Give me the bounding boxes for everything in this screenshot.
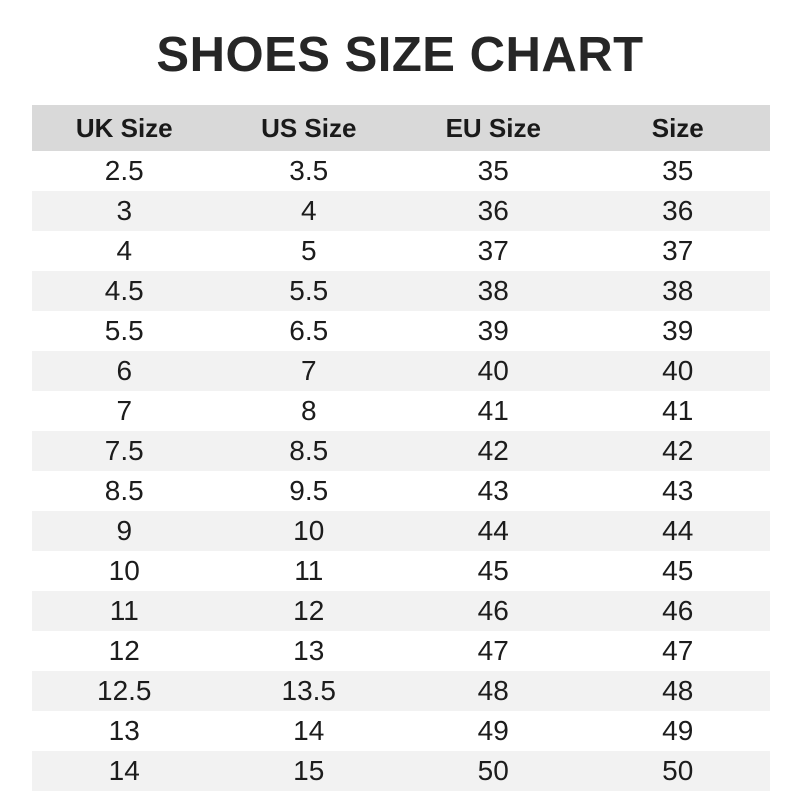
cell-uk-size: 4 bbox=[116, 235, 133, 266]
cell-eu-size: 47 bbox=[477, 635, 509, 666]
table-header-row: UK Size US Size EU Size Size bbox=[32, 105, 770, 151]
cell-uk-size: 11 bbox=[109, 595, 139, 626]
table-row: 3 4 36 36 bbox=[32, 191, 770, 231]
cell-eu-size: 42 bbox=[477, 435, 509, 466]
cell-eu-size: 48 bbox=[477, 675, 509, 706]
cell-us-size: 13 bbox=[293, 635, 325, 666]
cell-uk-size: 2.5 bbox=[104, 155, 144, 186]
cell-us-size: 4 bbox=[300, 195, 317, 226]
cell-us-size: 15 bbox=[293, 755, 325, 786]
column-header-size: Size bbox=[651, 112, 704, 143]
column-header-eu-size: EU Size bbox=[445, 112, 541, 143]
table-body: 2.5 3.5 35 35 3 4 36 36 4 5 37 37 4.5 5.… bbox=[32, 151, 770, 791]
cell-uk-size: 7.5 bbox=[104, 435, 144, 466]
page-title: SHOES SIZE CHART bbox=[156, 28, 644, 82]
cell-us-size: 7 bbox=[300, 355, 317, 386]
cell-eu-size: 39 bbox=[477, 315, 509, 346]
cell-size: 46 bbox=[662, 595, 694, 626]
cell-size: 44 bbox=[662, 515, 694, 546]
cell-size: 40 bbox=[662, 355, 694, 386]
cell-size: 35 bbox=[662, 155, 694, 186]
cell-size: 49 bbox=[662, 715, 694, 746]
cell-uk-size: 12 bbox=[108, 635, 140, 666]
cell-us-size: 14 bbox=[293, 715, 325, 746]
column-header-us-size: US Size bbox=[261, 112, 357, 143]
cell-us-size: 9.5 bbox=[289, 475, 329, 506]
cell-size: 48 bbox=[662, 675, 694, 706]
table-row: 8.5 9.5 43 43 bbox=[32, 471, 770, 511]
cell-uk-size: 14 bbox=[108, 755, 140, 786]
cell-size: 39 bbox=[662, 315, 694, 346]
cell-us-size: 8 bbox=[300, 395, 317, 426]
cell-eu-size: 49 bbox=[477, 715, 509, 746]
cell-size: 36 bbox=[662, 195, 694, 226]
cell-eu-size: 43 bbox=[477, 475, 509, 506]
table-row: 4 5 37 37 bbox=[32, 231, 770, 271]
cell-size: 45 bbox=[662, 555, 694, 586]
size-chart-table: UK Size US Size EU Size Size 2.5 3.5 35 … bbox=[32, 105, 770, 791]
table-row: 7.5 8.5 42 42 bbox=[32, 431, 770, 471]
cell-uk-size: 6 bbox=[116, 355, 133, 386]
table-row: 2.5 3.5 35 35 bbox=[32, 151, 770, 191]
table-row: 14 15 50 50 bbox=[32, 751, 770, 791]
cell-size: 42 bbox=[662, 435, 694, 466]
cell-eu-size: 37 bbox=[477, 235, 509, 266]
cell-eu-size: 41 bbox=[477, 395, 509, 426]
table-row: 12.5 13.5 48 48 bbox=[32, 671, 770, 711]
table-row: 5.5 6.5 39 39 bbox=[32, 311, 770, 351]
cell-uk-size: 10 bbox=[108, 555, 140, 586]
cell-uk-size: 3 bbox=[116, 195, 133, 226]
table-row: 4.5 5.5 38 38 bbox=[32, 271, 770, 311]
cell-eu-size: 46 bbox=[477, 595, 509, 626]
table-row: 13 14 49 49 bbox=[32, 711, 770, 751]
table-row: 11 12 46 46 bbox=[32, 591, 770, 631]
cell-us-size: 11 bbox=[294, 555, 324, 586]
cell-size: 50 bbox=[662, 755, 694, 786]
cell-eu-size: 36 bbox=[477, 195, 509, 226]
cell-us-size: 13.5 bbox=[281, 675, 337, 706]
cell-us-size: 3.5 bbox=[289, 155, 329, 186]
table-row: 10 11 45 45 bbox=[32, 551, 770, 591]
table-row: 12 13 47 47 bbox=[32, 631, 770, 671]
table-row: 6 7 40 40 bbox=[32, 351, 770, 391]
cell-size: 38 bbox=[662, 275, 694, 306]
cell-size: 41 bbox=[662, 395, 694, 426]
cell-uk-size: 8.5 bbox=[104, 475, 144, 506]
cell-eu-size: 50 bbox=[477, 755, 509, 786]
cell-uk-size: 4.5 bbox=[104, 275, 144, 306]
cell-uk-size: 7 bbox=[116, 395, 133, 426]
cell-eu-size: 40 bbox=[477, 355, 509, 386]
cell-size: 47 bbox=[662, 635, 694, 666]
cell-eu-size: 35 bbox=[477, 155, 509, 186]
table-row: 7 8 41 41 bbox=[32, 391, 770, 431]
table-row: 9 10 44 44 bbox=[32, 511, 770, 551]
cell-size: 37 bbox=[662, 235, 694, 266]
cell-eu-size: 45 bbox=[477, 555, 509, 586]
cell-us-size: 6.5 bbox=[289, 315, 329, 346]
cell-us-size: 8.5 bbox=[289, 435, 329, 466]
cell-eu-size: 38 bbox=[477, 275, 509, 306]
cell-eu-size: 44 bbox=[477, 515, 509, 546]
cell-us-size: 10 bbox=[293, 515, 325, 546]
table-header: UK Size US Size EU Size Size bbox=[32, 105, 770, 151]
column-header-uk-size: UK Size bbox=[75, 112, 173, 143]
cell-uk-size: 5.5 bbox=[104, 315, 144, 346]
cell-size: 43 bbox=[662, 475, 694, 506]
cell-uk-size: 9 bbox=[116, 515, 133, 546]
cell-uk-size: 13 bbox=[108, 715, 140, 746]
cell-us-size: 5 bbox=[300, 235, 317, 266]
cell-us-size: 12 bbox=[293, 595, 325, 626]
cell-uk-size: 12.5 bbox=[97, 675, 152, 706]
cell-us-size: 5.5 bbox=[289, 275, 329, 306]
